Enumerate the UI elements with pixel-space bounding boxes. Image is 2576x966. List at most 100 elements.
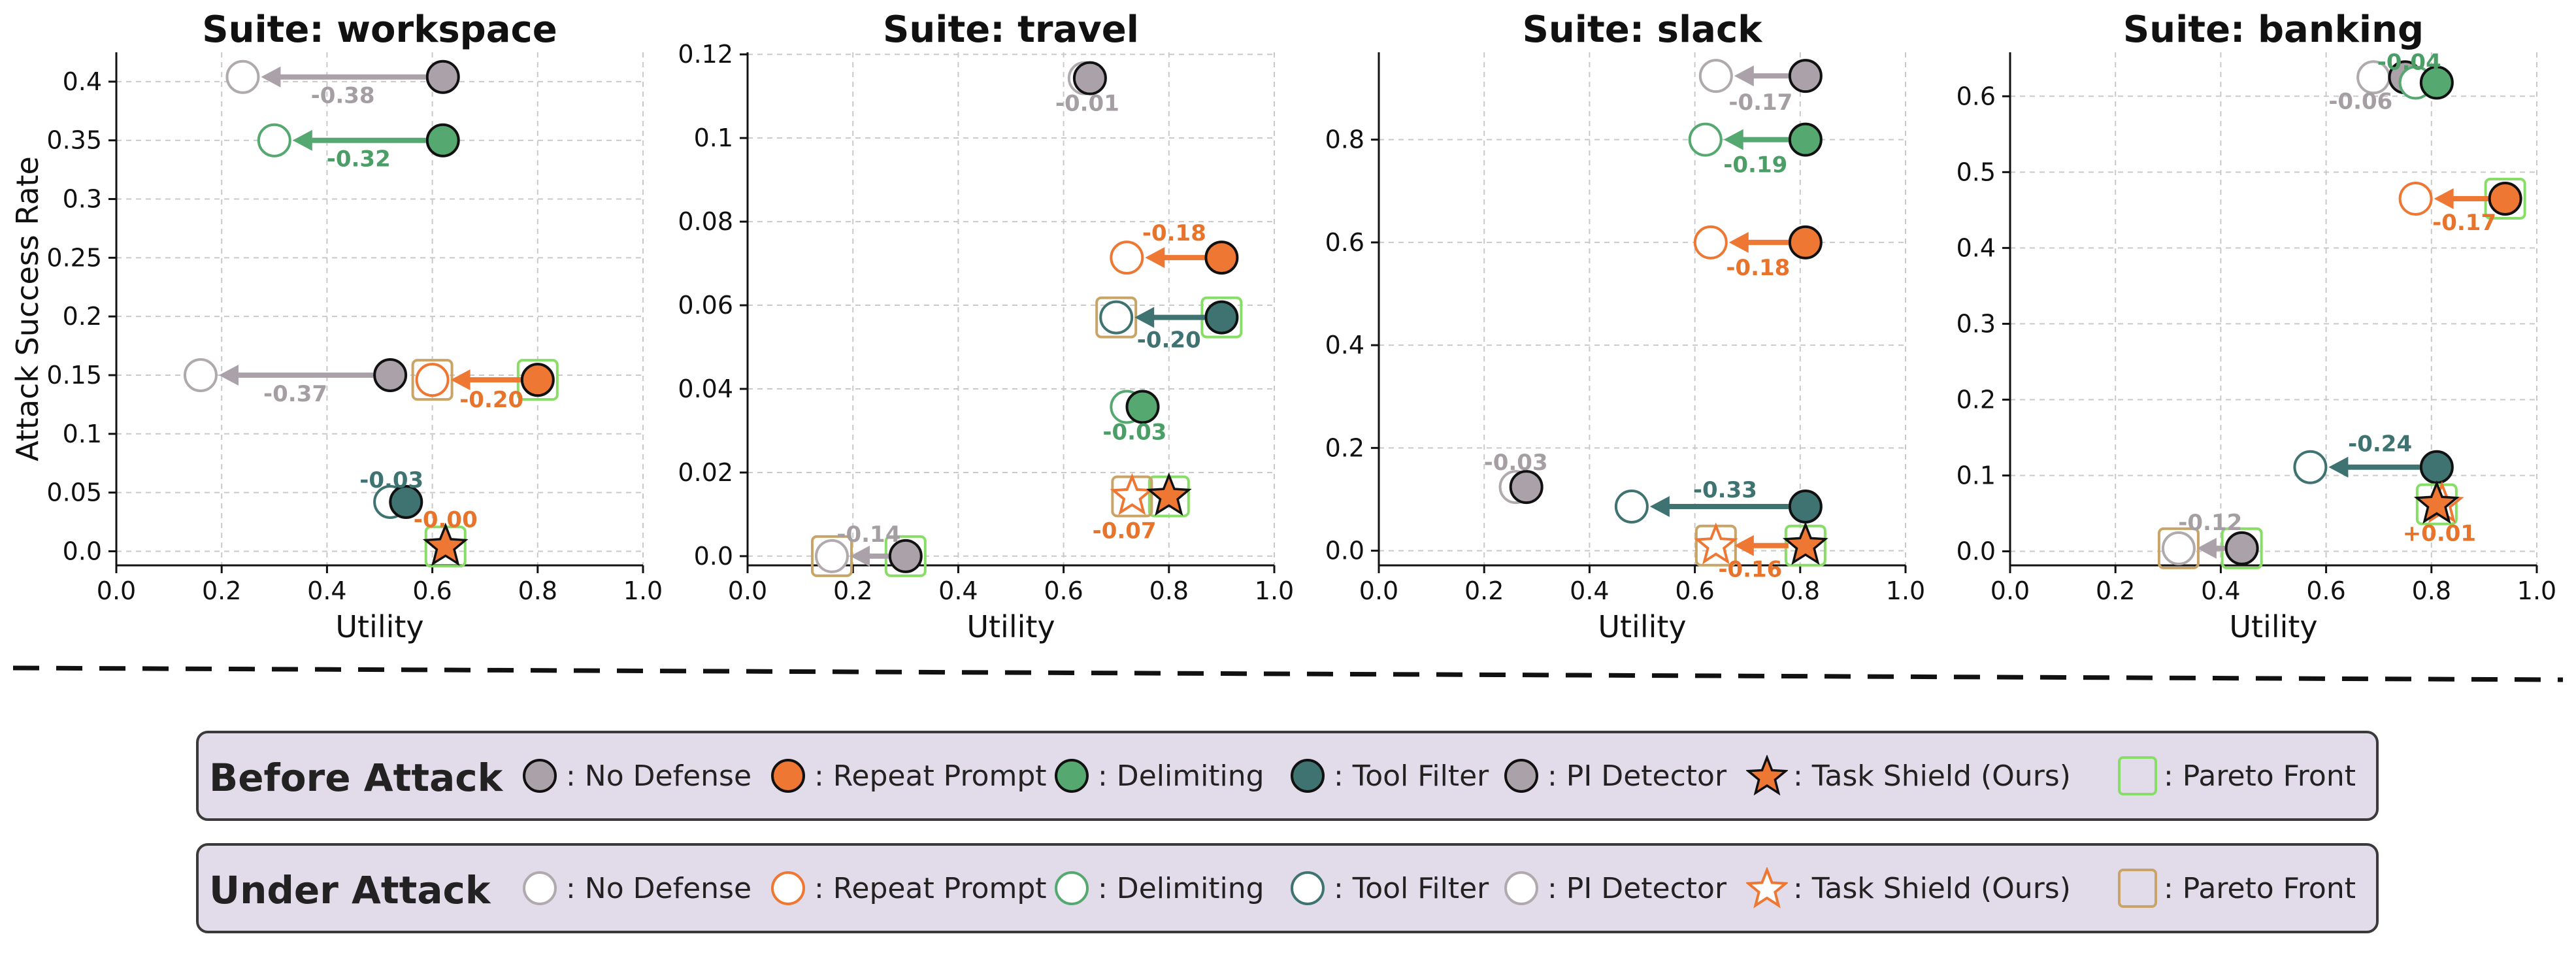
chart-title: Suite: banking bbox=[2123, 8, 2424, 51]
chart-title: Suite: workspace bbox=[202, 8, 557, 51]
point-before-tool_filter bbox=[1204, 300, 1239, 335]
point-before-delimiting bbox=[1788, 122, 1823, 157]
x-tick-label: 0.0 bbox=[728, 576, 767, 605]
x-axis-label: Utility bbox=[1598, 609, 1686, 644]
y-tick-label: 0.3 bbox=[63, 185, 102, 214]
legend-item-pi_detector: : PI Detector bbox=[1500, 846, 1726, 931]
y-tick-label: 0.0 bbox=[1957, 537, 1996, 566]
y-tick-label: 0.06 bbox=[678, 291, 733, 320]
y-tick-label: 0.2 bbox=[1957, 385, 1996, 414]
y-tick-label: 0.4 bbox=[1957, 233, 1996, 262]
chart-title: Suite: travel bbox=[883, 8, 1139, 51]
arrowhead-task_shield bbox=[1734, 535, 1754, 556]
legend-label: : Pareto Front bbox=[2164, 871, 2356, 905]
legend-label: : PI Detector bbox=[1547, 871, 1727, 905]
point-before-no_defense bbox=[2224, 531, 2259, 565]
y-tick-label: 0.0 bbox=[1325, 537, 1364, 565]
delta-label-no_defense: -0.14 bbox=[836, 522, 900, 548]
legend-label: : No Defense bbox=[566, 759, 752, 793]
legend-marker-circle-open-icon bbox=[1504, 871, 1538, 905]
point-under-delimiting bbox=[1688, 122, 1723, 157]
arrowhead-pi_detector bbox=[1734, 65, 1754, 87]
arrowhead-delimiting bbox=[1723, 129, 1743, 150]
legend-label: : Repeat Prompt bbox=[814, 871, 1047, 905]
delta-label-pi_detector: -0.38 bbox=[311, 83, 375, 109]
point-under-tool_filter bbox=[1099, 300, 1134, 335]
x-axis-label: Utility bbox=[966, 609, 1055, 644]
legend-item-repeat_prompt: : Repeat Prompt bbox=[767, 733, 1047, 818]
x-tick-label: 0.6 bbox=[1044, 576, 1083, 605]
delta-label-task_shield: +0.01 bbox=[2403, 521, 2476, 547]
point-before-task_shield bbox=[1782, 521, 1828, 565]
legend-marker-circle-filled-icon bbox=[771, 759, 805, 793]
point-before-tool_filter bbox=[2419, 450, 2454, 484]
point-under-task_shield bbox=[1694, 522, 1738, 565]
legend-item-tool_filter: : Tool Filter bbox=[1287, 846, 1489, 931]
x-tick-label: 0.8 bbox=[2412, 576, 2451, 605]
legend-under-attack: Under Attack : No Defense: Repeat Prompt… bbox=[196, 843, 2379, 933]
x-tick-label: 1.0 bbox=[623, 576, 663, 605]
x-tick-label: 0.2 bbox=[202, 576, 241, 605]
legend-label: : Tool Filter bbox=[1334, 871, 1489, 905]
point-before-delimiting bbox=[2419, 65, 2454, 100]
y-tick-label: 0.4 bbox=[63, 67, 102, 96]
legend-item-pareto_under: : Pareto Front bbox=[2117, 846, 2356, 931]
y-tick-label: 0.1 bbox=[63, 420, 102, 448]
y-tick-label: 0.1 bbox=[694, 124, 733, 152]
point-before-no_defense bbox=[888, 539, 923, 573]
legend-marker-circle-filled-icon bbox=[1504, 759, 1538, 793]
arrowhead-delimiting bbox=[292, 129, 312, 151]
point-before-pi_detector bbox=[1788, 59, 1823, 93]
chart-panel-2: 0.0 0.2 0.4 0.6 0.8 1.0 0.0 0.2 0.4 0.6 0.8 Suite: … bbox=[1325, 8, 1926, 644]
x-tick-label: 1.0 bbox=[1886, 576, 1925, 605]
legend-item-pi_detector: : PI Detector bbox=[1500, 733, 1726, 818]
arrowhead-tool_filter bbox=[2328, 456, 2349, 478]
delta-label-no_defense: -0.37 bbox=[263, 381, 327, 407]
y-tick-label: 0.25 bbox=[46, 243, 102, 272]
legend-label: : Delimiting bbox=[1098, 871, 1264, 905]
legend-label: : PI Detector bbox=[1547, 759, 1727, 793]
delta-label-delimiting: -0.04 bbox=[2377, 49, 2441, 75]
legend-before-attack: Before Attack : No Defense: Repeat Promp… bbox=[196, 731, 2379, 821]
point-under-pi_detector bbox=[225, 59, 260, 94]
y-tick-label: 0.04 bbox=[678, 375, 733, 403]
arrowhead-no_defense bbox=[2196, 537, 2217, 559]
x-tick-label: 0.2 bbox=[833, 576, 872, 605]
legend-item-delimiting: : Delimiting bbox=[1051, 846, 1264, 931]
y-tick-label: 0.8 bbox=[1325, 125, 1364, 154]
arrowhead-repeat_prompt bbox=[1145, 247, 1165, 269]
y-tick-label: 0.2 bbox=[1325, 433, 1364, 462]
delta-label-repeat_prompt: -0.20 bbox=[459, 387, 523, 413]
x-tick-label: 0.2 bbox=[2096, 576, 2135, 605]
point-under-repeat_prompt bbox=[1693, 225, 1728, 259]
y-tick-label: 0.4 bbox=[1325, 331, 1364, 359]
delta-label-tool_filter: -0.20 bbox=[1137, 327, 1201, 354]
y-tick-label: 0.2 bbox=[63, 302, 102, 331]
point-under-repeat_prompt bbox=[1110, 241, 1144, 275]
legend-label: : No Defense bbox=[566, 871, 752, 905]
delta-label-task_shield: -0.00 bbox=[414, 507, 478, 533]
x-tick-label: 0.0 bbox=[97, 576, 136, 605]
y-tick-label: 0.6 bbox=[1957, 82, 1996, 110]
arrowhead-repeat_prompt bbox=[2434, 188, 2454, 209]
chart-panel-1: 0.0 0.2 0.4 0.6 0.8 1.0 0.0 0.02 0.04 0.06 0.08 0.1… bbox=[678, 8, 1294, 644]
delta-label-delimiting: -0.03 bbox=[1102, 420, 1166, 446]
legend-marker-star-filled-icon bbox=[1746, 755, 1788, 796]
x-tick-label: 0.2 bbox=[1464, 576, 1504, 605]
legend-item-no_defense: : No Defense bbox=[519, 846, 751, 931]
x-tick-label: 0.6 bbox=[2306, 576, 2345, 605]
legend-item-task_shield: : Task Shield (Ours) bbox=[1746, 733, 2071, 818]
y-tick-label: 0.0 bbox=[694, 542, 733, 571]
point-under-no_defense bbox=[814, 539, 849, 573]
x-tick-label: 0.4 bbox=[1570, 576, 1609, 605]
point-under-task_shield bbox=[1110, 473, 1155, 516]
chart-panel-3: 0.0 0.2 0.4 0.6 0.8 1.0 0.0 0.1 0.2 0.3 0.4 0.5 0.6 S… bbox=[1957, 8, 2557, 644]
delta-label-task_shield: -0.07 bbox=[1093, 518, 1157, 544]
delta-label-repeat_prompt: -0.18 bbox=[1142, 220, 1206, 246]
delta-label-task_shield: -0.16 bbox=[1718, 557, 1782, 583]
legend-item-delimiting: : Delimiting bbox=[1051, 733, 1264, 818]
arrowhead-repeat_prompt bbox=[450, 369, 471, 391]
y-tick-label: 0.15 bbox=[46, 361, 102, 390]
delta-label-pi_detector: -0.17 bbox=[1728, 90, 1792, 116]
